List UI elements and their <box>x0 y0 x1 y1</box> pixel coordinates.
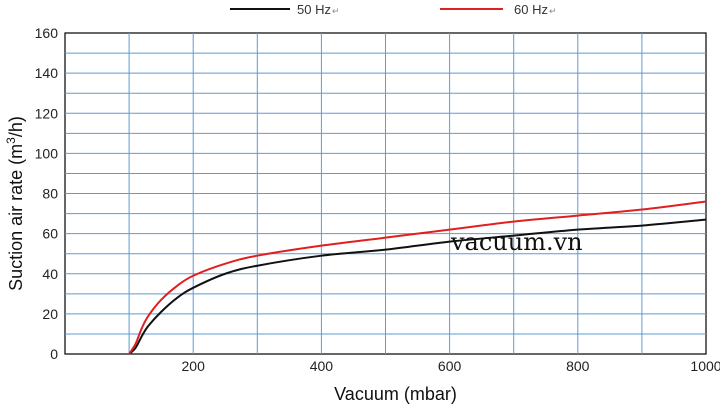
y-axis-label-main: Suction air rate (m <box>6 144 26 291</box>
y-tick-label: 20 <box>42 306 58 322</box>
x-tick-label: 600 <box>438 358 462 374</box>
y-tick-label: 0 <box>50 346 58 362</box>
legend-label-50-hz: 50 Hz↵ <box>297 2 340 17</box>
y-tick-label: 100 <box>35 145 59 161</box>
x-tick-label: 200 <box>182 358 206 374</box>
series-line-60-hz <box>128 200 707 355</box>
y-tick-label: 120 <box>35 105 59 121</box>
y-axis-label-sup: 3 <box>4 137 18 144</box>
y-axis-label-tail: /h) <box>6 116 26 137</box>
y-tick-label: 160 <box>35 25 59 41</box>
y-tick-label: 60 <box>42 226 58 242</box>
legend-suffix: ↵ <box>332 6 340 16</box>
y-tick-labels: 0 20 40 60 80 100 120 140 160 <box>35 25 59 362</box>
x-tick-labels: 200 400 600 800 1000 <box>182 358 720 374</box>
watermark: vacuum.vn <box>450 228 583 256</box>
series-line-50-hz <box>128 218 707 355</box>
legend: 50 Hz↵ 60 Hz↵ <box>230 2 557 17</box>
y-tick-label: 40 <box>42 266 58 282</box>
x-tick-label: 1000 <box>690 358 720 374</box>
y-tick-label: 140 <box>35 65 59 81</box>
legend-suffix: ↵ <box>549 6 557 16</box>
x-tick-label: 400 <box>310 358 334 374</box>
grid <box>65 33 706 354</box>
x-axis-label: Vacuum (mbar) <box>334 384 457 404</box>
series-layer <box>128 200 707 355</box>
y-axis-label: Suction air rate (m3/h) <box>4 116 26 291</box>
legend-name: 50 Hz <box>297 2 331 17</box>
x-tick-label: 800 <box>566 358 590 374</box>
legend-label-60-hz: 60 Hz↵ <box>514 2 557 17</box>
y-tick-label: 80 <box>42 186 58 202</box>
legend-name: 60 Hz <box>514 2 548 17</box>
